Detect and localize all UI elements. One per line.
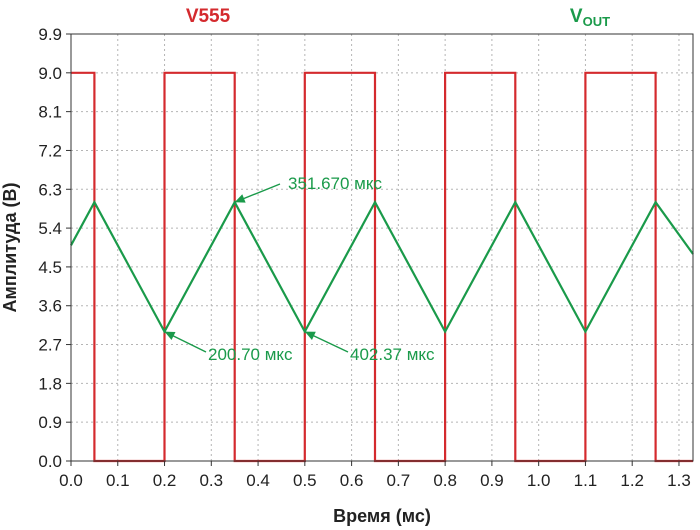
series-vout-line — [70, 199, 694, 334]
annotation-arrowhead — [304, 331, 316, 340]
x-tick-label: 0.5 — [293, 471, 317, 490]
y-tick-label: 2.7 — [38, 336, 62, 355]
x-tick-label: 1.0 — [527, 471, 551, 490]
plot-frame — [70, 33, 694, 462]
y-tick-label: 4.5 — [38, 258, 62, 277]
annotation-arrowhead — [164, 331, 176, 341]
series-label-vout: VOUT — [570, 6, 610, 29]
x-axis-ticks: 0.0 0.1 0.2 0.3 0.4 0.5 0.6 0.7 0.8 0.9 1.0 1.1 1.2 1… — [59, 461, 691, 490]
x-tick-label: 0.2 — [153, 471, 177, 490]
y-axis-label: Амплитуда (В) — [0, 183, 20, 313]
series-v555-line — [71, 71, 693, 463]
annotation-arrowhead — [234, 194, 246, 203]
y-tick-label: 1.8 — [38, 374, 62, 393]
y-tick-label: 3.6 — [38, 297, 62, 316]
series-label-vout-sub: OUT — [583, 14, 611, 29]
y-tick-label: 0.0 — [38, 452, 62, 471]
x-tick-label: 0.0 — [59, 471, 83, 490]
y-tick-label: 5.4 — [38, 219, 62, 238]
x-tick-label: 0.7 — [387, 471, 411, 490]
x-tick-label: 0.1 — [106, 471, 130, 490]
x-tick-label: 0.9 — [480, 471, 504, 490]
y-axis-ticks: 0.0 0.9 1.8 2.7 3.6 4.5 5.4 6.3 7.2 8.1 9.0 9.9 — [38, 25, 71, 471]
series-label-v555: V555 — [186, 6, 231, 27]
y-tick-label: 9.0 — [38, 64, 62, 83]
x-tick-label: 0.6 — [340, 471, 364, 490]
x-tick-label: 0.4 — [246, 471, 270, 490]
annotation-label: 402.37 мкс — [350, 345, 435, 364]
series-label-vout-main: V — [570, 6, 583, 27]
x-tick-label: 0.3 — [199, 471, 223, 490]
annotations: 351.670 мкс 200.70 мкс 402.37 мкс — [164, 174, 435, 364]
x-tick-label: 1.1 — [574, 471, 598, 490]
y-tick-label: 7.2 — [38, 141, 62, 160]
annotation-label: 351.670 мкс — [288, 174, 382, 193]
y-tick-label: 6.3 — [38, 180, 62, 199]
y-tick-label: 9.9 — [38, 25, 62, 44]
x-tick-label: 0.8 — [433, 471, 457, 490]
y-tick-label: 0.9 — [38, 413, 62, 432]
x-tick-label: 1.3 — [667, 471, 691, 490]
series-layer — [70, 71, 694, 463]
annotation-label: 200.70 мкс — [208, 345, 293, 364]
y-tick-label: 8.1 — [38, 103, 62, 122]
x-axis-label: Время (мс) — [333, 506, 431, 526]
x-tick-label: 1.2 — [620, 471, 644, 490]
